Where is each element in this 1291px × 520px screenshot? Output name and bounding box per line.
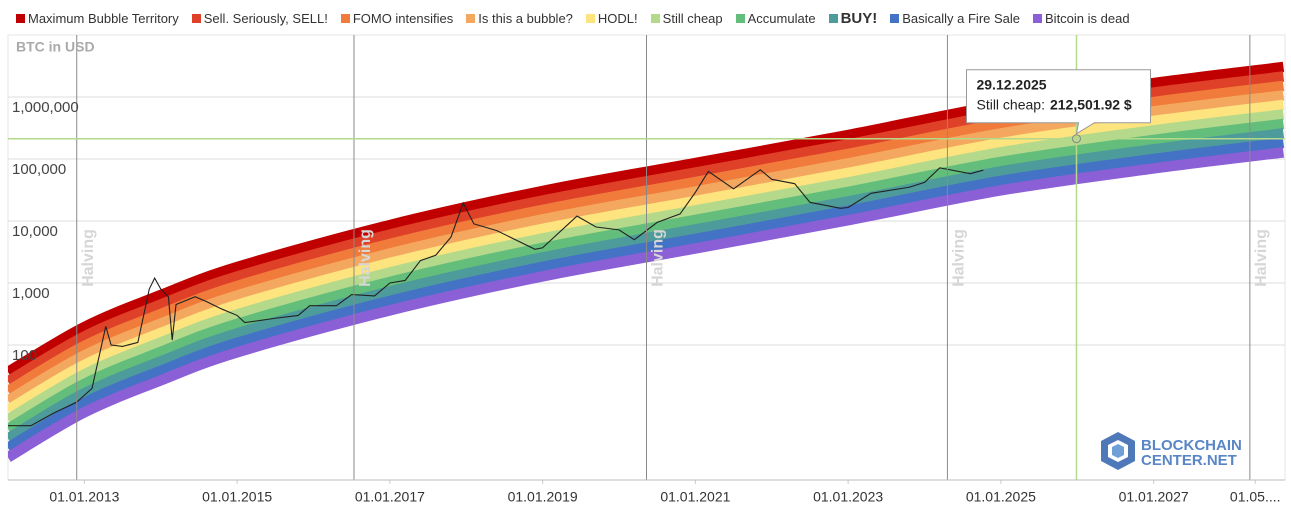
legend-label: Is this a bubble?	[478, 10, 573, 26]
legend-item[interactable]: Is this a bubble?	[466, 11, 573, 26]
legend-label: Basically a Fire Sale	[902, 10, 1021, 26]
legend-item[interactable]: HODL!	[585, 10, 638, 26]
legend-swatch	[735, 13, 745, 23]
legend-label: HODL!	[597, 10, 638, 26]
y-tick-label: 100	[12, 347, 37, 364]
legend-label: Still cheap	[662, 10, 723, 26]
legend-item[interactable]: Basically a Fire Sale	[890, 11, 1020, 26]
rainbow-band	[8, 118, 1285, 434]
y-tick-label: 1,000	[12, 285, 50, 302]
logo-icon	[1101, 432, 1135, 470]
legend-item[interactable]: BUY!	[828, 9, 878, 27]
halving-label: Halving	[951, 229, 968, 287]
legend-item[interactable]: Maximum Bubble Territory	[16, 11, 179, 26]
legend-label: Maximum Bubble Territory	[28, 10, 179, 26]
tooltip-date: 29.12.2025	[976, 76, 1046, 92]
legend-item[interactable]: FOMO intensifies	[340, 10, 454, 26]
x-tick-label: 01.01.2019	[508, 489, 578, 505]
legend-swatch	[1033, 13, 1043, 23]
x-tick-label: 01.01.2015	[202, 489, 272, 505]
x-tick-label: 01.01.2025	[966, 489, 1036, 505]
halving-label: Halving	[357, 229, 374, 287]
x-tick-label: 01.01.2027	[1119, 489, 1189, 505]
rainbow-band	[8, 137, 1285, 453]
legend-label: Sell. Seriously, SELL!	[203, 10, 328, 26]
price-line	[8, 167, 984, 427]
tooltip-line: Still cheap: 212,501.92 $	[976, 96, 1131, 112]
x-tick-label: 01.01.2017	[355, 489, 425, 505]
rainbow-band	[8, 147, 1285, 462]
legend-swatch	[650, 13, 660, 23]
y-tick-label: 10,000	[12, 223, 58, 240]
legend-swatch	[585, 13, 595, 23]
tooltip-box	[965, 69, 1151, 135]
halving-label: Halving	[1253, 229, 1270, 287]
legend-label: BUY!	[840, 9, 878, 27]
rainbow-band	[8, 99, 1285, 415]
legend-item[interactable]: Bitcoin is dead	[1033, 11, 1130, 26]
legend-swatch	[466, 13, 476, 23]
legend-label: FOMO intensifies	[352, 10, 454, 26]
tooltip-series: Still cheap:	[976, 96, 1044, 112]
halving-label: Halving	[80, 229, 97, 287]
y-tick-label: 1,000,000	[12, 99, 79, 116]
logo-text: BLOCKCHAIN	[1141, 437, 1242, 454]
x-tick-label: 01.01.2013	[49, 489, 119, 505]
legend: Maximum Bubble Territory Sell. Seriously,…	[16, 8, 1130, 28]
x-tick-label: 01.01.2021	[660, 489, 730, 505]
rainbow-band	[8, 90, 1285, 406]
halving-label: Halving	[650, 229, 667, 287]
legend-item[interactable]: Still cheap	[650, 10, 723, 26]
legend-swatch	[340, 13, 350, 23]
legend-swatch	[191, 13, 201, 23]
legend-swatch	[890, 13, 900, 23]
hover-point	[1071, 134, 1081, 144]
legend-label: Accumulate	[747, 10, 816, 26]
legend-swatch	[828, 13, 838, 23]
y-tick-label: 100,000	[12, 161, 66, 178]
x-tick-label: 01.01.2023	[813, 489, 883, 505]
rainbow-band	[8, 109, 1285, 424]
logo-text: CENTER.NET	[1141, 452, 1237, 469]
tooltip-value: 212,501.92 $	[1050, 96, 1132, 112]
legend-swatch	[16, 13, 25, 23]
legend-item[interactable]: Sell. Seriously, SELL!	[191, 10, 328, 26]
legend-item[interactable]: Accumulate	[735, 10, 816, 26]
legend-label: Bitcoin is dead	[1045, 10, 1130, 26]
x-tick-label: 01.05....	[1230, 489, 1281, 505]
rainbow-band	[8, 128, 1285, 443]
y-axis-title: BTC in USD	[16, 39, 95, 55]
